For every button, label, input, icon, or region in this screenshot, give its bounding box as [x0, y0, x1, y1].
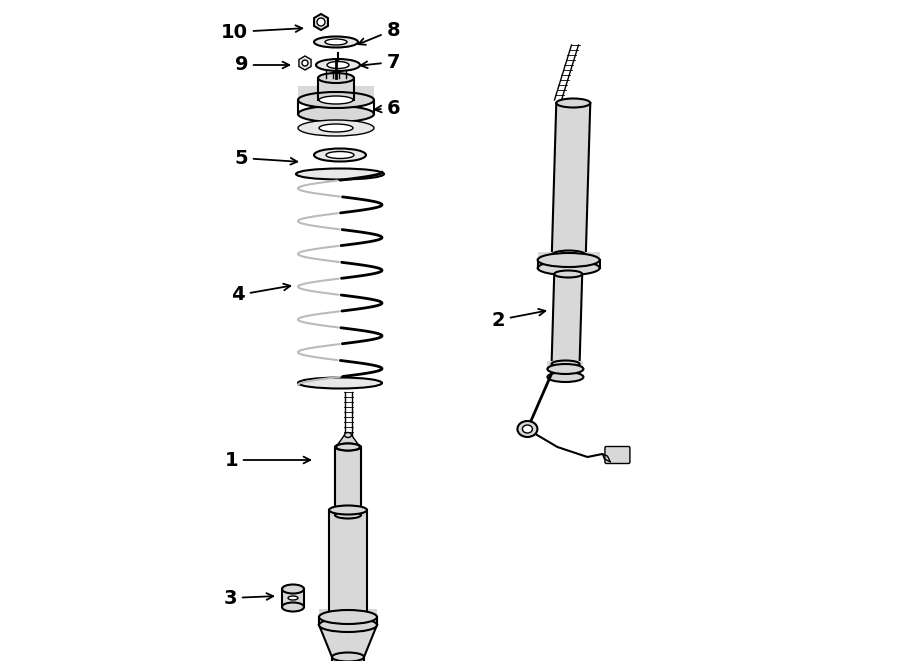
- Ellipse shape: [329, 506, 367, 514]
- Ellipse shape: [298, 377, 382, 389]
- Bar: [335, 447, 361, 515]
- Bar: [319, 609, 377, 617]
- Bar: [547, 361, 583, 369]
- Ellipse shape: [319, 96, 353, 104]
- Ellipse shape: [335, 512, 361, 518]
- Polygon shape: [299, 56, 311, 70]
- Ellipse shape: [319, 618, 377, 632]
- Ellipse shape: [318, 95, 354, 105]
- Ellipse shape: [314, 149, 366, 161]
- Bar: [298, 86, 374, 100]
- Ellipse shape: [547, 372, 583, 382]
- Ellipse shape: [314, 36, 358, 48]
- Bar: [282, 589, 304, 607]
- Ellipse shape: [319, 610, 377, 624]
- Ellipse shape: [298, 92, 374, 108]
- Polygon shape: [552, 103, 590, 255]
- Ellipse shape: [518, 421, 537, 437]
- Ellipse shape: [298, 120, 374, 136]
- Text: 8: 8: [358, 20, 400, 45]
- Ellipse shape: [288, 596, 298, 600]
- Ellipse shape: [332, 652, 364, 661]
- Ellipse shape: [316, 59, 360, 71]
- Ellipse shape: [296, 169, 384, 180]
- Bar: [537, 252, 599, 260]
- Ellipse shape: [298, 106, 374, 122]
- Polygon shape: [319, 625, 377, 657]
- Ellipse shape: [319, 124, 353, 132]
- Ellipse shape: [547, 364, 583, 374]
- Text: 4: 4: [231, 284, 291, 305]
- Ellipse shape: [345, 432, 352, 438]
- Text: 9: 9: [235, 56, 289, 75]
- Ellipse shape: [326, 151, 354, 159]
- Bar: [329, 510, 367, 615]
- Text: 7: 7: [361, 52, 400, 71]
- Circle shape: [302, 60, 308, 66]
- Text: 3: 3: [223, 588, 274, 607]
- Bar: [332, 657, 364, 661]
- Ellipse shape: [325, 39, 347, 45]
- Text: 5: 5: [234, 149, 297, 167]
- Text: 1: 1: [224, 451, 310, 469]
- Ellipse shape: [282, 584, 304, 594]
- Ellipse shape: [329, 611, 367, 619]
- Bar: [318, 78, 354, 100]
- Polygon shape: [314, 14, 328, 30]
- Ellipse shape: [522, 425, 533, 433]
- Ellipse shape: [327, 61, 349, 69]
- Text: 2: 2: [491, 309, 545, 329]
- Circle shape: [317, 18, 325, 26]
- Polygon shape: [336, 435, 360, 447]
- Ellipse shape: [282, 602, 304, 611]
- FancyBboxPatch shape: [605, 446, 630, 463]
- Text: 6: 6: [374, 98, 400, 118]
- Ellipse shape: [335, 444, 361, 451]
- Polygon shape: [552, 274, 582, 364]
- Text: 10: 10: [221, 22, 302, 42]
- Ellipse shape: [537, 253, 599, 267]
- Ellipse shape: [554, 270, 582, 278]
- Ellipse shape: [552, 360, 580, 368]
- Ellipse shape: [556, 98, 590, 108]
- Ellipse shape: [537, 261, 599, 275]
- Ellipse shape: [336, 444, 360, 451]
- Ellipse shape: [318, 73, 354, 83]
- Ellipse shape: [552, 251, 586, 260]
